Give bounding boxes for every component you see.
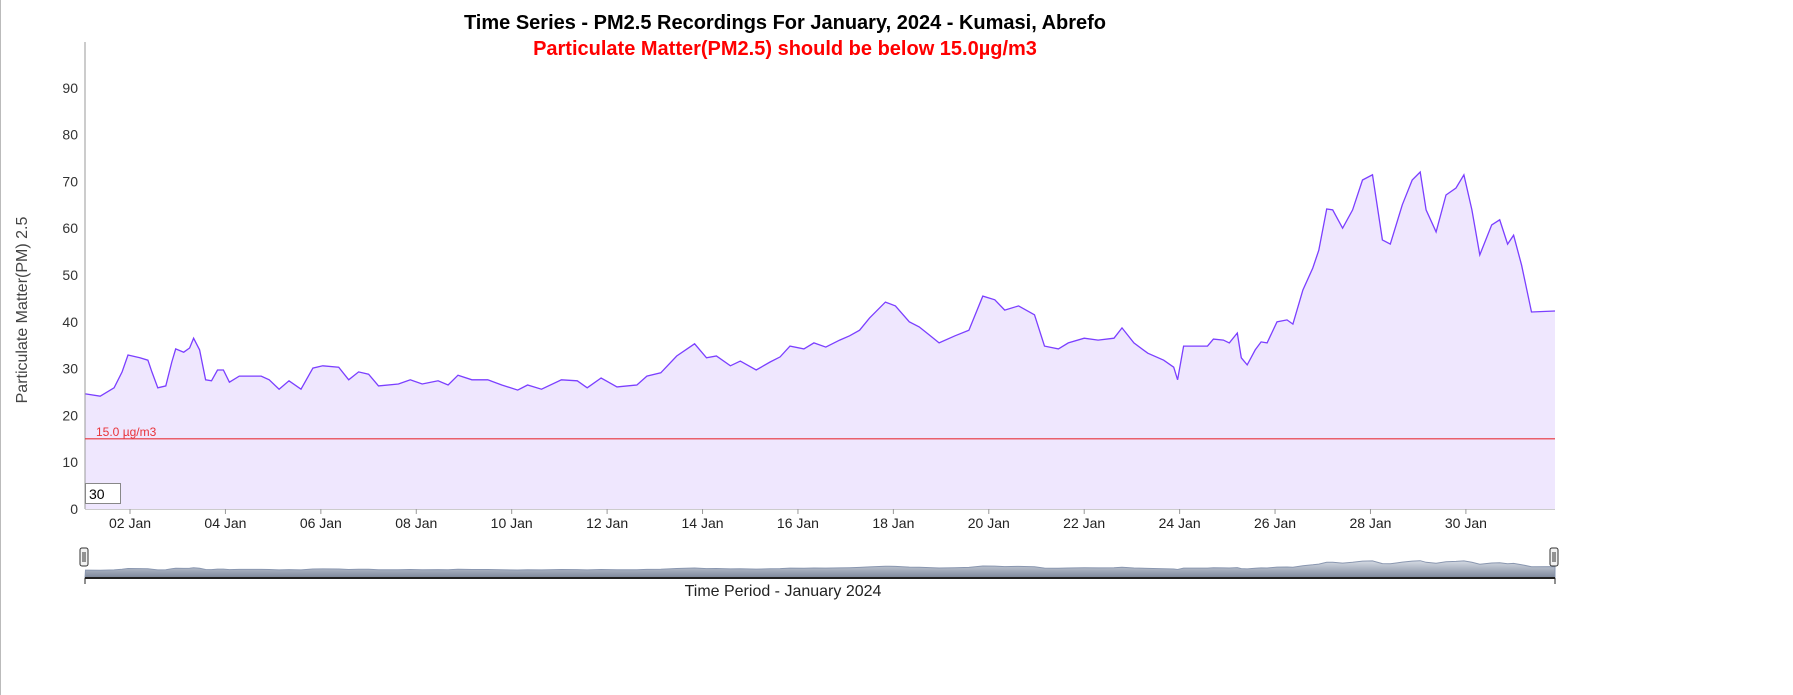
chart-title: Time Series - PM2.5 Recordings For Janua…: [463, 12, 1107, 34]
y-tick-label: 80: [62, 127, 78, 143]
y-axis-title: Particulate Matter(PM) 2.5: [14, 217, 31, 404]
x-tick-label: 10 Jan: [491, 515, 533, 531]
y-tick-label: 40: [62, 314, 78, 330]
y-tick-label: 20: [62, 407, 78, 423]
page-left-border: [0, 0, 1, 695]
x-tick-label: 14 Jan: [682, 515, 724, 531]
series-line: [85, 170, 1556, 397]
series-area: [85, 172, 1555, 509]
y-tick-label: 30: [62, 361, 78, 377]
y-tick-label: 10: [62, 454, 78, 470]
chart-subtitle: Particulate Matter(PM2.5) should be belo…: [533, 38, 1037, 60]
y-tick-label: 0: [70, 501, 78, 517]
y-tick-label: 90: [62, 80, 78, 96]
x-axis-title: Time Period - January 2024: [685, 583, 882, 600]
x-tick-label: 26 Jan: [1254, 515, 1296, 531]
x-tick-label: 04 Jan: [204, 515, 246, 531]
range-input[interactable]: 30: [85, 483, 121, 504]
x-tick-label: 02 Jan: [109, 515, 151, 531]
x-tick-label: 22 Jan: [1063, 515, 1105, 531]
x-tick-label: 12 Jan: [586, 515, 628, 531]
x-tick-label: 06 Jan: [300, 515, 342, 531]
x-tick-label: 28 Jan: [1349, 515, 1391, 531]
x-tick-label: 30 Jan: [1445, 515, 1487, 531]
y-tick-label: 70: [62, 173, 78, 189]
x-tick-label: 16 Jan: [777, 515, 819, 531]
y-tick-label: 60: [62, 220, 78, 236]
x-tick-label: 18 Jan: [872, 515, 914, 531]
y-tick-label: 50: [62, 267, 78, 283]
navigator-series: [84, 560, 1556, 579]
navigator-handle-right[interactable]: [1549, 547, 1559, 567]
navigator-handle-left[interactable]: [79, 547, 89, 567]
x-tick-label: 20 Jan: [968, 515, 1010, 531]
x-tick-label: 08 Jan: [395, 515, 437, 531]
x-tick-label: 24 Jan: [1159, 515, 1201, 531]
threshold-label: 15.0 µg/m3: [96, 425, 157, 439]
